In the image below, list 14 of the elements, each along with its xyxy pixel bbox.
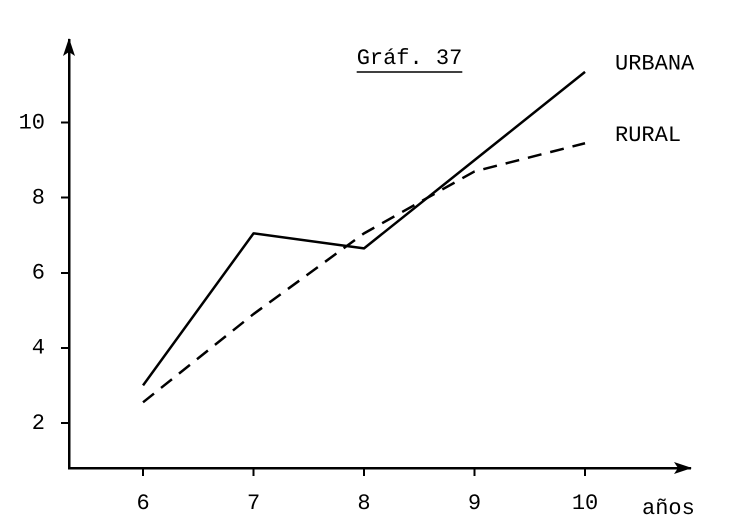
series-label: URBANA <box>615 52 696 77</box>
x-tick-label: 10 <box>572 491 598 516</box>
x-tick-label: 7 <box>246 491 260 516</box>
chart-title: Gráf. 37 <box>356 46 462 71</box>
y-tick-label: 6 <box>32 260 45 286</box>
x-axis-title: años <box>642 496 695 521</box>
x-tick-label: 9 <box>468 491 482 516</box>
y-tick-label: 8 <box>32 186 45 211</box>
y-tick-label: 10 <box>18 110 45 136</box>
x-tick-label: 8 <box>357 491 371 516</box>
y-tick-label: 2 <box>32 410 45 436</box>
y-tick-label: 4 <box>32 336 45 361</box>
x-tick-label: 6 <box>136 491 150 516</box>
series-label: RURAL <box>615 123 682 148</box>
